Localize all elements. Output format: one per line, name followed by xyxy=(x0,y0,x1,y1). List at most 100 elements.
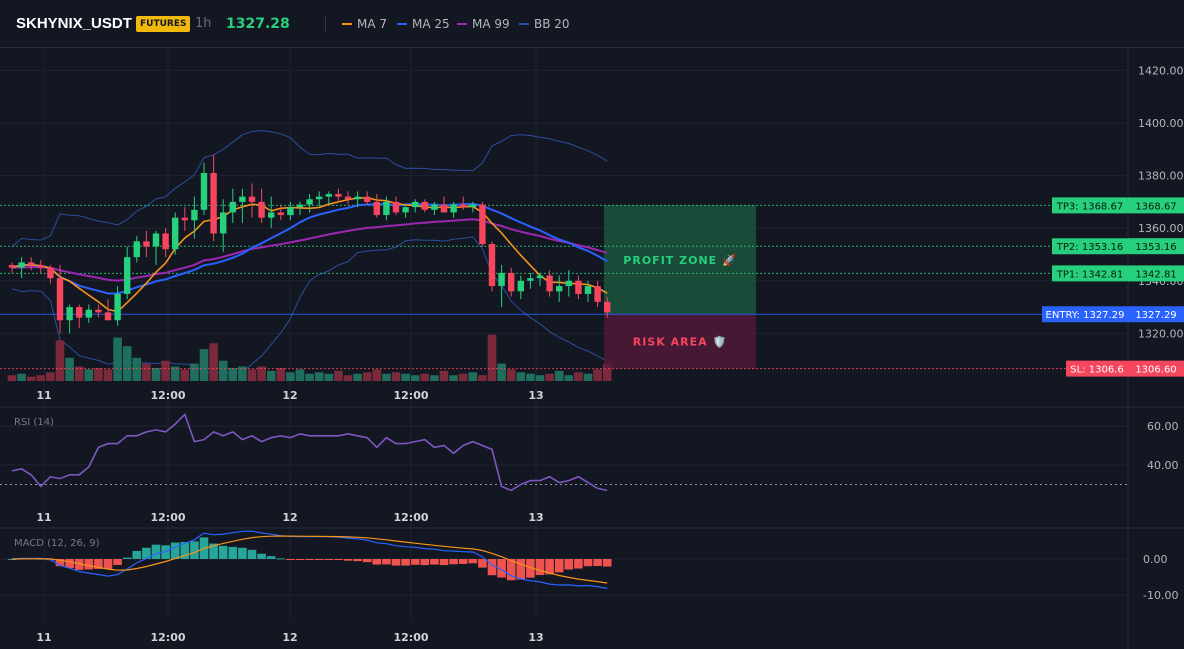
time-axis-tick: 11 xyxy=(36,389,51,402)
time-axis-tick: 12:00 xyxy=(393,511,428,524)
candle-body xyxy=(364,196,371,202)
candle-body xyxy=(344,196,352,200)
time-axis-tick: 13 xyxy=(528,389,543,402)
ma25-line xyxy=(11,202,608,295)
macd-histogram-bar xyxy=(142,547,151,559)
macd-histogram-bar xyxy=(353,559,362,562)
candle-body xyxy=(402,207,409,213)
price-axis-tick: 1320.00 xyxy=(1138,327,1184,340)
candle-body xyxy=(335,194,342,197)
candle-body xyxy=(479,204,486,244)
volume-bar xyxy=(593,369,602,381)
volume-bar xyxy=(362,372,372,381)
tp2-tag-value: 1353.16 xyxy=(1135,242,1176,253)
timeframe-label[interactable]: 1h xyxy=(195,16,212,31)
macd-title: MACD (12, 26, 9) xyxy=(14,538,100,549)
legend-bb20[interactable]: BB 20 xyxy=(519,15,570,33)
volume-bar xyxy=(420,373,430,381)
macd-histogram-bar xyxy=(372,559,382,565)
tp3-tag[interactable] xyxy=(1052,197,1128,214)
macd-histogram-bar xyxy=(516,559,526,580)
legend-ma25[interactable]: MA 25 xyxy=(397,15,450,33)
macd-histogram-bar xyxy=(420,559,430,566)
volume-bar xyxy=(545,373,554,381)
candle-body xyxy=(287,207,294,216)
macd-axis-tick: -10.00 xyxy=(1143,589,1178,602)
candle-body xyxy=(124,257,131,294)
volume-bar xyxy=(564,375,574,381)
candle-body xyxy=(460,204,467,208)
entry-price-tag xyxy=(1128,306,1184,323)
macd-histogram-bar xyxy=(170,542,180,559)
macd-histogram-bar xyxy=(247,549,257,559)
macd-histogram-bar xyxy=(94,559,103,569)
header-divider xyxy=(325,17,326,31)
legend-ma99[interactable]: MA 99 xyxy=(457,15,510,33)
macd-histogram-bar xyxy=(362,559,372,563)
candle-body xyxy=(248,196,256,202)
entry-tag[interactable] xyxy=(1042,306,1128,323)
candle-body xyxy=(527,278,534,281)
candle-body xyxy=(114,293,121,321)
volume-bar xyxy=(478,375,487,381)
risk-area-label: RISK AREA 🛡️ xyxy=(633,335,727,348)
time-axis-tick: 12:00 xyxy=(150,389,185,402)
time-axis-tick: 12:00 xyxy=(150,511,185,524)
tp1-tag[interactable] xyxy=(1052,265,1128,282)
candle-body xyxy=(152,233,160,247)
macd-histogram-bar xyxy=(276,558,286,560)
candle-body xyxy=(37,265,44,268)
volume-bar xyxy=(535,375,545,381)
macd-histogram-bar xyxy=(74,559,84,570)
price-axis-tick: 1380.00 xyxy=(1138,170,1184,183)
macd-histogram-bar xyxy=(295,559,305,560)
volume-bar xyxy=(142,363,151,381)
sl-tag[interactable] xyxy=(1066,360,1128,377)
time-axis-tick: 12 xyxy=(282,631,297,644)
candle-body xyxy=(392,201,400,213)
candle-body xyxy=(316,196,323,200)
volume-bar xyxy=(46,372,55,381)
candle-body xyxy=(229,201,236,213)
macd-histogram-bar xyxy=(439,559,449,566)
entry-tag-label: ENTRY: 1327.29 xyxy=(1046,310,1125,321)
macd-histogram-bar xyxy=(286,559,295,560)
macd-histogram-bar xyxy=(487,559,497,576)
volume-bar xyxy=(247,369,257,381)
volume-bar xyxy=(228,367,238,381)
volume-bar xyxy=(516,372,526,381)
candle-body xyxy=(306,199,313,205)
profit-zone xyxy=(604,205,756,315)
volume-bar xyxy=(103,369,113,381)
legend-ma7[interactable]: MA 7 xyxy=(342,15,387,33)
chart-canvas[interactable]: PROFIT ZONE 🚀 RISK AREA 🛡️ RSI (14) MACD… xyxy=(0,48,1184,649)
macd-histogram-bar xyxy=(506,559,516,581)
candle-body xyxy=(133,241,140,258)
macd-histogram-bar xyxy=(209,543,218,559)
tp1-tag-value: 1342.81 xyxy=(1135,269,1176,280)
macd-histogram-bar xyxy=(305,559,314,560)
candle-body xyxy=(200,172,208,210)
rsi-line xyxy=(11,412,608,492)
candle-body xyxy=(66,307,73,321)
sl-price-tag xyxy=(1128,360,1184,377)
macd-histogram-bar xyxy=(84,559,94,570)
sl-tag-label: SL: 1306.6 xyxy=(1070,365,1123,376)
volume-bar xyxy=(132,357,142,381)
volume-bar xyxy=(497,363,506,381)
candle-body xyxy=(181,217,188,221)
symbol-name[interactable]: SKHYNIX_USDT xyxy=(16,15,132,32)
candle-body xyxy=(258,201,265,218)
volume-bar xyxy=(353,373,362,381)
macd-histogram-bar xyxy=(574,559,583,569)
tp2-tag[interactable] xyxy=(1052,238,1128,255)
volume-bar xyxy=(506,369,516,381)
macd-histogram-bar xyxy=(103,559,113,569)
volume-bar xyxy=(190,363,199,381)
macd-histogram-bar xyxy=(564,559,574,570)
legend-ma25-label: MA 25 xyxy=(412,17,450,31)
candle-body xyxy=(220,212,227,234)
candle-body xyxy=(575,280,582,294)
macd-histogram-bar xyxy=(382,559,391,565)
candle-body xyxy=(162,233,169,250)
